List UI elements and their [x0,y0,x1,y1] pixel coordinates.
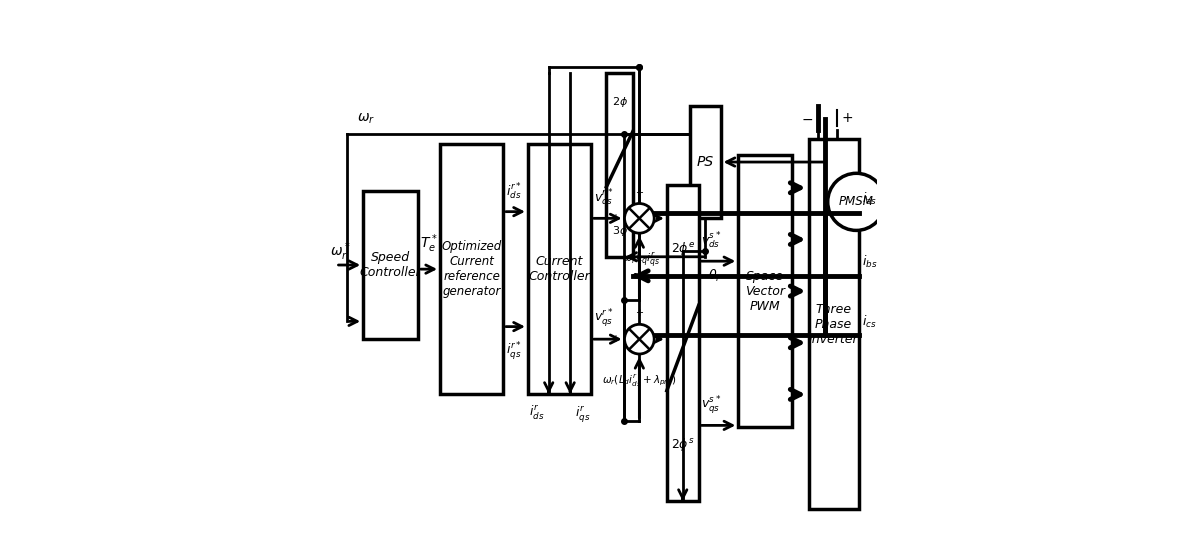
Text: +: + [636,309,643,319]
Text: +: + [610,334,619,344]
Text: +: + [610,213,619,224]
Text: $i_{qs}^{r*}$: $i_{qs}^{r*}$ [506,341,521,362]
Circle shape [625,325,654,354]
FancyBboxPatch shape [364,191,418,339]
Text: $2\phi$: $2\phi$ [612,95,627,109]
Text: $\omega_r^*$: $\omega_r^*$ [330,240,350,263]
FancyBboxPatch shape [809,139,858,509]
Text: Three
Phase
Inverter: Three Phase Inverter [809,302,858,346]
Text: $v_{ds}^{r*}$: $v_{ds}^{r*}$ [594,188,613,209]
FancyBboxPatch shape [527,144,591,394]
Text: $\omega_r$: $\omega_r$ [356,112,374,126]
Text: $T_e^*$: $T_e^*$ [420,233,438,256]
Text: $v_{qs}^{s*}$: $v_{qs}^{s*}$ [701,394,721,416]
Text: $\theta_r$: $\theta_r$ [708,268,721,284]
Text: Speed
Controller: Speed Controller [360,251,421,279]
Circle shape [625,204,654,233]
FancyBboxPatch shape [439,144,503,394]
Text: $v_{qs}^{r*}$: $v_{qs}^{r*}$ [594,307,613,330]
Text: Space
Vector
PWM: Space Vector PWM [745,269,785,312]
FancyBboxPatch shape [607,73,633,257]
FancyBboxPatch shape [690,106,721,219]
Text: $+$: $+$ [842,112,854,125]
Text: $3\phi$: $3\phi$ [612,224,627,238]
Circle shape [827,173,885,230]
Text: PS: PS [697,155,714,169]
FancyBboxPatch shape [738,155,792,427]
Text: $i_{qs}^r$: $i_{qs}^r$ [574,404,590,424]
Text: +: + [636,188,643,198]
Text: $-\omega_r L_q i_{qs}^r$: $-\omega_r L_q i_{qs}^r$ [613,251,660,270]
Text: $2\phi^e$: $2\phi^e$ [671,240,695,257]
Text: $i_{ds}^{r*}$: $i_{ds}^{r*}$ [506,182,521,202]
Text: $\omega_r(L_d i_{ds}^r+\lambda_{pm})$: $\omega_r(L_d i_{ds}^r+\lambda_{pm})$ [602,372,677,388]
Text: $i_{cs}$: $i_{cs}$ [862,314,877,330]
Text: $i_{bs}$: $i_{bs}$ [862,254,878,270]
Text: $i_{as}$: $i_{as}$ [862,191,877,208]
Text: $-$: $-$ [802,112,814,125]
Text: $2\phi^s$: $2\phi^s$ [671,436,695,453]
Text: $i_{ds}^r$: $i_{ds}^r$ [529,404,544,422]
FancyBboxPatch shape [667,185,698,501]
Text: $v_{ds}^{s*}$: $v_{ds}^{s*}$ [701,231,721,251]
Text: Current
Controller: Current Controller [529,255,590,283]
Text: Optimized
Current
reference
generator: Optimized Current reference generator [442,240,502,298]
Text: PMSM: PMSM [839,195,874,208]
